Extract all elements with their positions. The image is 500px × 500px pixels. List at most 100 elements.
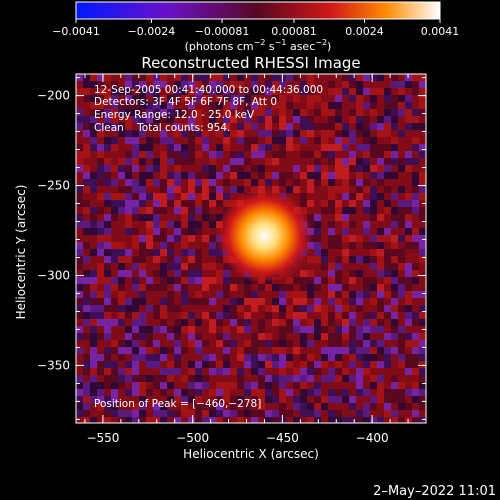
heatmap-cell bbox=[265, 144, 273, 152]
heatmap-cell bbox=[132, 305, 140, 313]
heatmap-cell bbox=[356, 165, 364, 173]
heatmap-cell bbox=[83, 165, 91, 173]
heatmap-cell bbox=[202, 88, 210, 96]
heatmap-cell bbox=[132, 256, 140, 264]
heatmap-cell bbox=[188, 333, 196, 341]
heatmap-cell bbox=[419, 144, 426, 152]
heatmap-cell bbox=[139, 347, 147, 355]
heatmap-cell bbox=[111, 172, 119, 180]
heatmap-cell bbox=[195, 389, 203, 397]
heatmap-cell bbox=[195, 235, 203, 243]
heatmap-cell bbox=[188, 137, 196, 145]
heatmap-cell bbox=[209, 214, 217, 222]
heatmap-cell bbox=[307, 109, 315, 117]
heatmap-cell bbox=[370, 256, 378, 264]
heatmap-cell bbox=[265, 137, 273, 145]
y-tick-label: −200 bbox=[37, 89, 70, 103]
heatmap-cell bbox=[265, 340, 273, 348]
heatmap-cell bbox=[265, 361, 273, 369]
heatmap-cell bbox=[300, 326, 308, 334]
heatmap-cell bbox=[300, 291, 308, 299]
heatmap-cell bbox=[419, 368, 426, 376]
heatmap-cell bbox=[405, 179, 413, 187]
heatmap-cell bbox=[104, 165, 112, 173]
heatmap-cell bbox=[412, 242, 420, 250]
heatmap-cell bbox=[83, 179, 91, 187]
heatmap-cell bbox=[272, 158, 280, 166]
heatmap-cell bbox=[209, 291, 217, 299]
heatmap-cell bbox=[174, 172, 182, 180]
heatmap-cell bbox=[314, 137, 322, 145]
heatmap-cell bbox=[307, 165, 315, 173]
heatmap-cell bbox=[384, 172, 392, 180]
heatmap-cell bbox=[76, 361, 84, 369]
heatmap-cell bbox=[335, 242, 343, 250]
heatmap-cell bbox=[160, 382, 168, 390]
heatmap-cell bbox=[419, 361, 426, 369]
heatmap-cell bbox=[132, 158, 140, 166]
heatmap-cell bbox=[384, 74, 392, 82]
heatmap-cell bbox=[223, 326, 231, 334]
heatmap-cell bbox=[139, 410, 147, 418]
heatmap-cell bbox=[384, 123, 392, 131]
heatmap-cell bbox=[307, 333, 315, 341]
heatmap-cell bbox=[321, 81, 329, 89]
heatmap-cell bbox=[244, 137, 252, 145]
heatmap-cell bbox=[391, 270, 399, 278]
heatmap-cell bbox=[258, 130, 266, 138]
heatmap-cell bbox=[97, 123, 105, 131]
heatmap-cell bbox=[195, 263, 203, 271]
heatmap-cell bbox=[272, 102, 280, 110]
heatmap-cell bbox=[370, 270, 378, 278]
heatmap-cell bbox=[230, 102, 238, 110]
heatmap-cell bbox=[300, 396, 308, 404]
heatmap-cell bbox=[104, 396, 112, 404]
heatmap-cell bbox=[321, 396, 329, 404]
heatmap-cell bbox=[363, 291, 371, 299]
heatmap-cell bbox=[230, 186, 238, 194]
heatmap-cell bbox=[272, 305, 280, 313]
heatmap-cell bbox=[237, 179, 245, 187]
heatmap-cell bbox=[300, 298, 308, 306]
colorbar-tick-label: −0.00081 bbox=[195, 25, 250, 38]
heatmap-cell bbox=[160, 347, 168, 355]
heatmap-cell bbox=[405, 200, 413, 208]
heatmap-cell bbox=[377, 270, 385, 278]
heatmap-cell bbox=[83, 305, 91, 313]
heatmap-cell bbox=[244, 158, 252, 166]
heatmap-cell bbox=[83, 144, 91, 152]
heatmap-cell bbox=[419, 389, 426, 397]
heatmap-cell bbox=[174, 396, 182, 404]
heatmap-cell bbox=[349, 179, 357, 187]
heatmap-cell bbox=[76, 186, 84, 194]
heatmap-cell bbox=[258, 74, 266, 82]
heatmap-cell bbox=[76, 417, 84, 423]
heatmap-cell bbox=[223, 109, 231, 117]
heatmap-cell bbox=[286, 109, 294, 117]
heatmap-cell bbox=[111, 319, 119, 327]
heatmap-cell bbox=[405, 263, 413, 271]
heatmap-cell bbox=[139, 207, 147, 215]
heatmap-cell bbox=[342, 403, 350, 411]
heatmap-cell bbox=[167, 116, 175, 124]
heatmap-cell bbox=[223, 123, 231, 131]
heatmap-cell bbox=[181, 74, 189, 82]
heatmap-cell bbox=[97, 340, 105, 348]
heatmap-cell bbox=[265, 109, 273, 117]
x-tick-label: −400 bbox=[356, 431, 389, 445]
heatmap-cell bbox=[405, 81, 413, 89]
heatmap-cell bbox=[209, 312, 217, 320]
heatmap-cell bbox=[342, 396, 350, 404]
heatmap-cell bbox=[97, 172, 105, 180]
heatmap-cell bbox=[111, 81, 119, 89]
heatmap-cell bbox=[181, 221, 189, 229]
heatmap-cell bbox=[111, 123, 119, 131]
heatmap-cell bbox=[111, 263, 119, 271]
heatmap-cell bbox=[146, 172, 154, 180]
heatmap-cell bbox=[139, 151, 147, 159]
heatmap-cell bbox=[251, 123, 259, 131]
heatmap-cell bbox=[76, 123, 84, 131]
heatmap-cell bbox=[209, 123, 217, 131]
heatmap-cell bbox=[139, 263, 147, 271]
heatmap-cell bbox=[90, 347, 98, 355]
